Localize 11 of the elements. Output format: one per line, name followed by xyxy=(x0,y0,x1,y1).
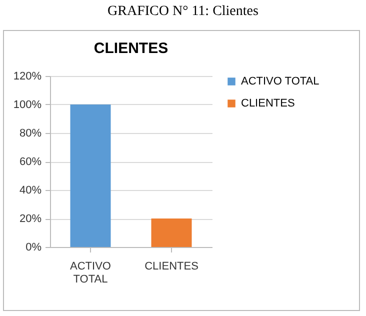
y-tick-label: 120% xyxy=(13,70,42,82)
text: GRAFICO N° 11: Clientes xyxy=(106,4,260,20)
legend-label: ACTIVO TOTAL xyxy=(241,76,320,88)
chart-title: CLIENTES xyxy=(94,40,168,57)
y-tick-label: 40% xyxy=(19,184,42,196)
y-tick-label: 80% xyxy=(19,128,42,140)
legend-label: CLIENTES xyxy=(241,98,295,110)
y-tick-label: 20% xyxy=(19,213,42,225)
y-tick-label: 100% xyxy=(13,99,42,111)
y-tick-label: 60% xyxy=(19,156,42,168)
y-tick-label: 0% xyxy=(26,242,42,254)
